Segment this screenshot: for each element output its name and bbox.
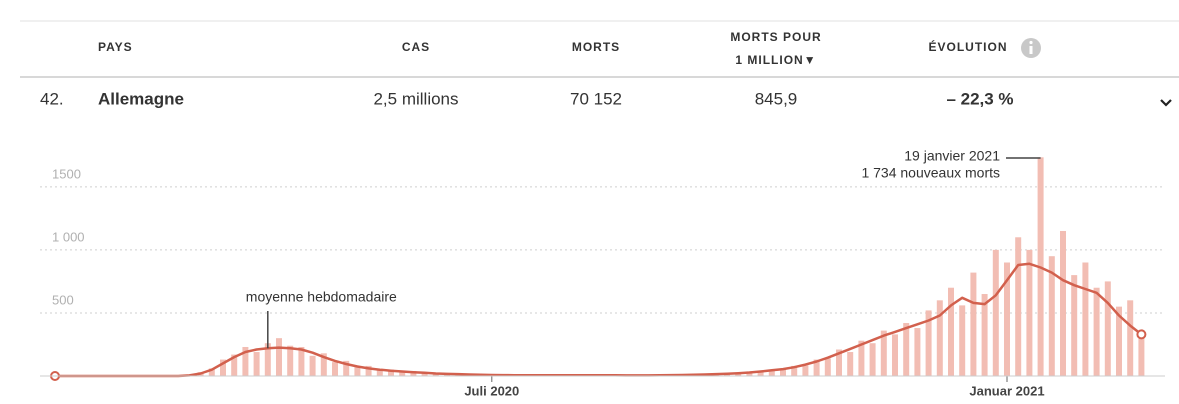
bar <box>1060 230 1066 376</box>
bar <box>1116 306 1122 376</box>
bar <box>320 353 327 376</box>
bar <box>970 272 977 376</box>
bar <box>757 370 764 376</box>
info-icon-glyph <box>1029 46 1033 54</box>
bar <box>1082 262 1089 376</box>
bar <box>399 372 406 376</box>
annotation: 1 734 nouveaux morts <box>861 165 1000 181</box>
y-tick-label: 500 <box>52 292 74 307</box>
bar <box>869 343 876 376</box>
annotation: moyenne hebdomadaire <box>246 289 397 305</box>
bar <box>824 358 831 376</box>
bar <box>208 368 215 376</box>
bar <box>1138 331 1145 376</box>
bar <box>1071 275 1078 376</box>
bar <box>287 345 294 376</box>
x-tick-label: Januar 2021 <box>969 383 1044 398</box>
col-header[interactable]: 1 MILLION▼ <box>735 53 816 67</box>
bar <box>880 330 887 376</box>
per-million: 845,9 <box>755 89 798 108</box>
bar <box>242 346 249 376</box>
bar <box>925 310 932 376</box>
bar <box>780 368 786 376</box>
col-header[interactable]: ÉVOLUTION <box>928 39 1007 54</box>
col-header[interactable]: MORTS POUR <box>730 30 821 44</box>
bar <box>253 352 260 376</box>
chart: 500 1 000 1500 Juli 2020 Januar 2021 moyenne … <box>40 148 1165 398</box>
bar <box>1104 281 1111 376</box>
bar <box>914 328 921 376</box>
bar <box>992 249 999 376</box>
bar <box>981 294 988 376</box>
line-endpoint <box>1136 329 1147 340</box>
bar <box>354 367 361 376</box>
bar <box>1093 287 1100 376</box>
y-tick-label: 1 000 <box>52 229 85 244</box>
bar <box>298 346 305 376</box>
bar <box>791 365 798 376</box>
bar <box>768 370 775 376</box>
cases: 2,5 millions <box>373 89 458 108</box>
bar <box>1127 300 1134 376</box>
x-tick-label: Juli 2020 <box>464 383 519 398</box>
country: Allemagne <box>98 89 184 108</box>
bar <box>892 334 898 376</box>
bar <box>1015 237 1022 376</box>
bar <box>220 359 226 376</box>
annotation: 19 janvier 2021 <box>904 148 1000 164</box>
col-header: PAYS <box>98 40 133 54</box>
bar <box>421 373 428 376</box>
bar <box>231 354 238 376</box>
bar <box>1048 256 1055 376</box>
bar <box>936 300 943 376</box>
bar <box>388 369 394 376</box>
bar <box>276 338 282 376</box>
col-header: CAS <box>402 40 430 54</box>
bar <box>813 359 820 376</box>
bar <box>903 323 910 376</box>
bar <box>948 287 954 376</box>
rank: 42. <box>40 89 64 108</box>
bar <box>802 365 809 376</box>
deaths: 70 152 <box>570 89 622 108</box>
average-line <box>55 262 1143 378</box>
bar <box>410 370 417 376</box>
bar <box>332 362 338 376</box>
bar <box>1004 262 1010 376</box>
bar <box>1026 249 1033 376</box>
bar <box>959 305 966 376</box>
bar <box>343 360 350 376</box>
y-tick-label: 1500 <box>52 166 81 181</box>
bar <box>376 370 383 376</box>
evolution: – 22,3 % <box>946 89 1013 108</box>
bar <box>309 355 316 376</box>
bar <box>365 365 372 376</box>
col-header[interactable]: MORTS <box>572 40 620 54</box>
bar <box>264 343 271 376</box>
bar <box>858 340 865 376</box>
bar <box>847 352 854 376</box>
bar <box>746 372 753 376</box>
bar <box>836 349 842 376</box>
info-icon-glyph <box>1029 40 1033 45</box>
expand-chevron[interactable] <box>1160 99 1172 107</box>
